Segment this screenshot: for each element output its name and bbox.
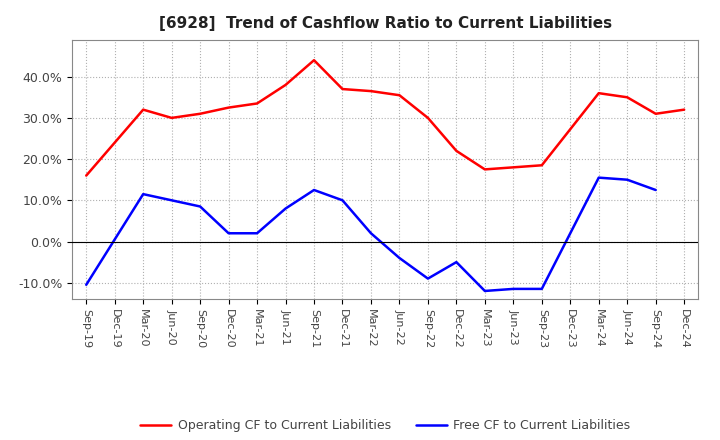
Operating CF to Current Liabilities — [395, 92, 404, 98]
Operating CF to Current Liabilities — [595, 91, 603, 96]
Operating CF to Current Liabilities — [282, 82, 290, 88]
Operating CF to Current Liabilities — [310, 58, 318, 63]
Free CF to Current Liabilities — [652, 187, 660, 193]
Free CF to Current Liabilities — [480, 288, 489, 293]
Free CF to Current Liabilities — [452, 260, 461, 265]
Legend: Operating CF to Current Liabilities, Free CF to Current Liabilities: Operating CF to Current Liabilities, Fre… — [135, 414, 635, 437]
Free CF to Current Liabilities — [225, 231, 233, 236]
Operating CF to Current Liabilities — [139, 107, 148, 112]
Operating CF to Current Liabilities — [537, 163, 546, 168]
Free CF to Current Liabilities — [623, 177, 631, 182]
Free CF to Current Liabilities — [423, 276, 432, 281]
Operating CF to Current Liabilities — [623, 95, 631, 100]
Operating CF to Current Liabilities — [452, 148, 461, 154]
Free CF to Current Liabilities — [310, 187, 318, 193]
Free CF to Current Liabilities — [509, 286, 518, 292]
Operating CF to Current Liabilities — [253, 101, 261, 106]
Free CF to Current Liabilities — [82, 282, 91, 287]
Operating CF to Current Liabilities — [366, 88, 375, 94]
Free CF to Current Liabilities — [366, 231, 375, 236]
Operating CF to Current Liabilities — [652, 111, 660, 117]
Free CF to Current Liabilities — [338, 198, 347, 203]
Operating CF to Current Liabilities — [196, 111, 204, 117]
Operating CF to Current Liabilities — [82, 173, 91, 178]
Operating CF to Current Liabilities — [423, 115, 432, 121]
Operating CF to Current Liabilities — [225, 105, 233, 110]
Free CF to Current Liabilities — [139, 191, 148, 197]
Operating CF to Current Liabilities — [509, 165, 518, 170]
Free CF to Current Liabilities — [395, 255, 404, 260]
Free CF to Current Liabilities — [167, 198, 176, 203]
Operating CF to Current Liabilities — [480, 167, 489, 172]
Free CF to Current Liabilities — [253, 231, 261, 236]
Line: Operating CF to Current Liabilities: Operating CF to Current Liabilities — [86, 60, 684, 176]
Free CF to Current Liabilities — [196, 204, 204, 209]
Operating CF to Current Liabilities — [680, 107, 688, 112]
Line: Free CF to Current Liabilities: Free CF to Current Liabilities — [86, 178, 656, 291]
Operating CF to Current Liabilities — [338, 86, 347, 92]
Free CF to Current Liabilities — [595, 175, 603, 180]
Title: [6928]  Trend of Cashflow Ratio to Current Liabilities: [6928] Trend of Cashflow Ratio to Curren… — [158, 16, 612, 32]
Operating CF to Current Liabilities — [167, 115, 176, 121]
Free CF to Current Liabilities — [537, 286, 546, 292]
Free CF to Current Liabilities — [282, 206, 290, 211]
